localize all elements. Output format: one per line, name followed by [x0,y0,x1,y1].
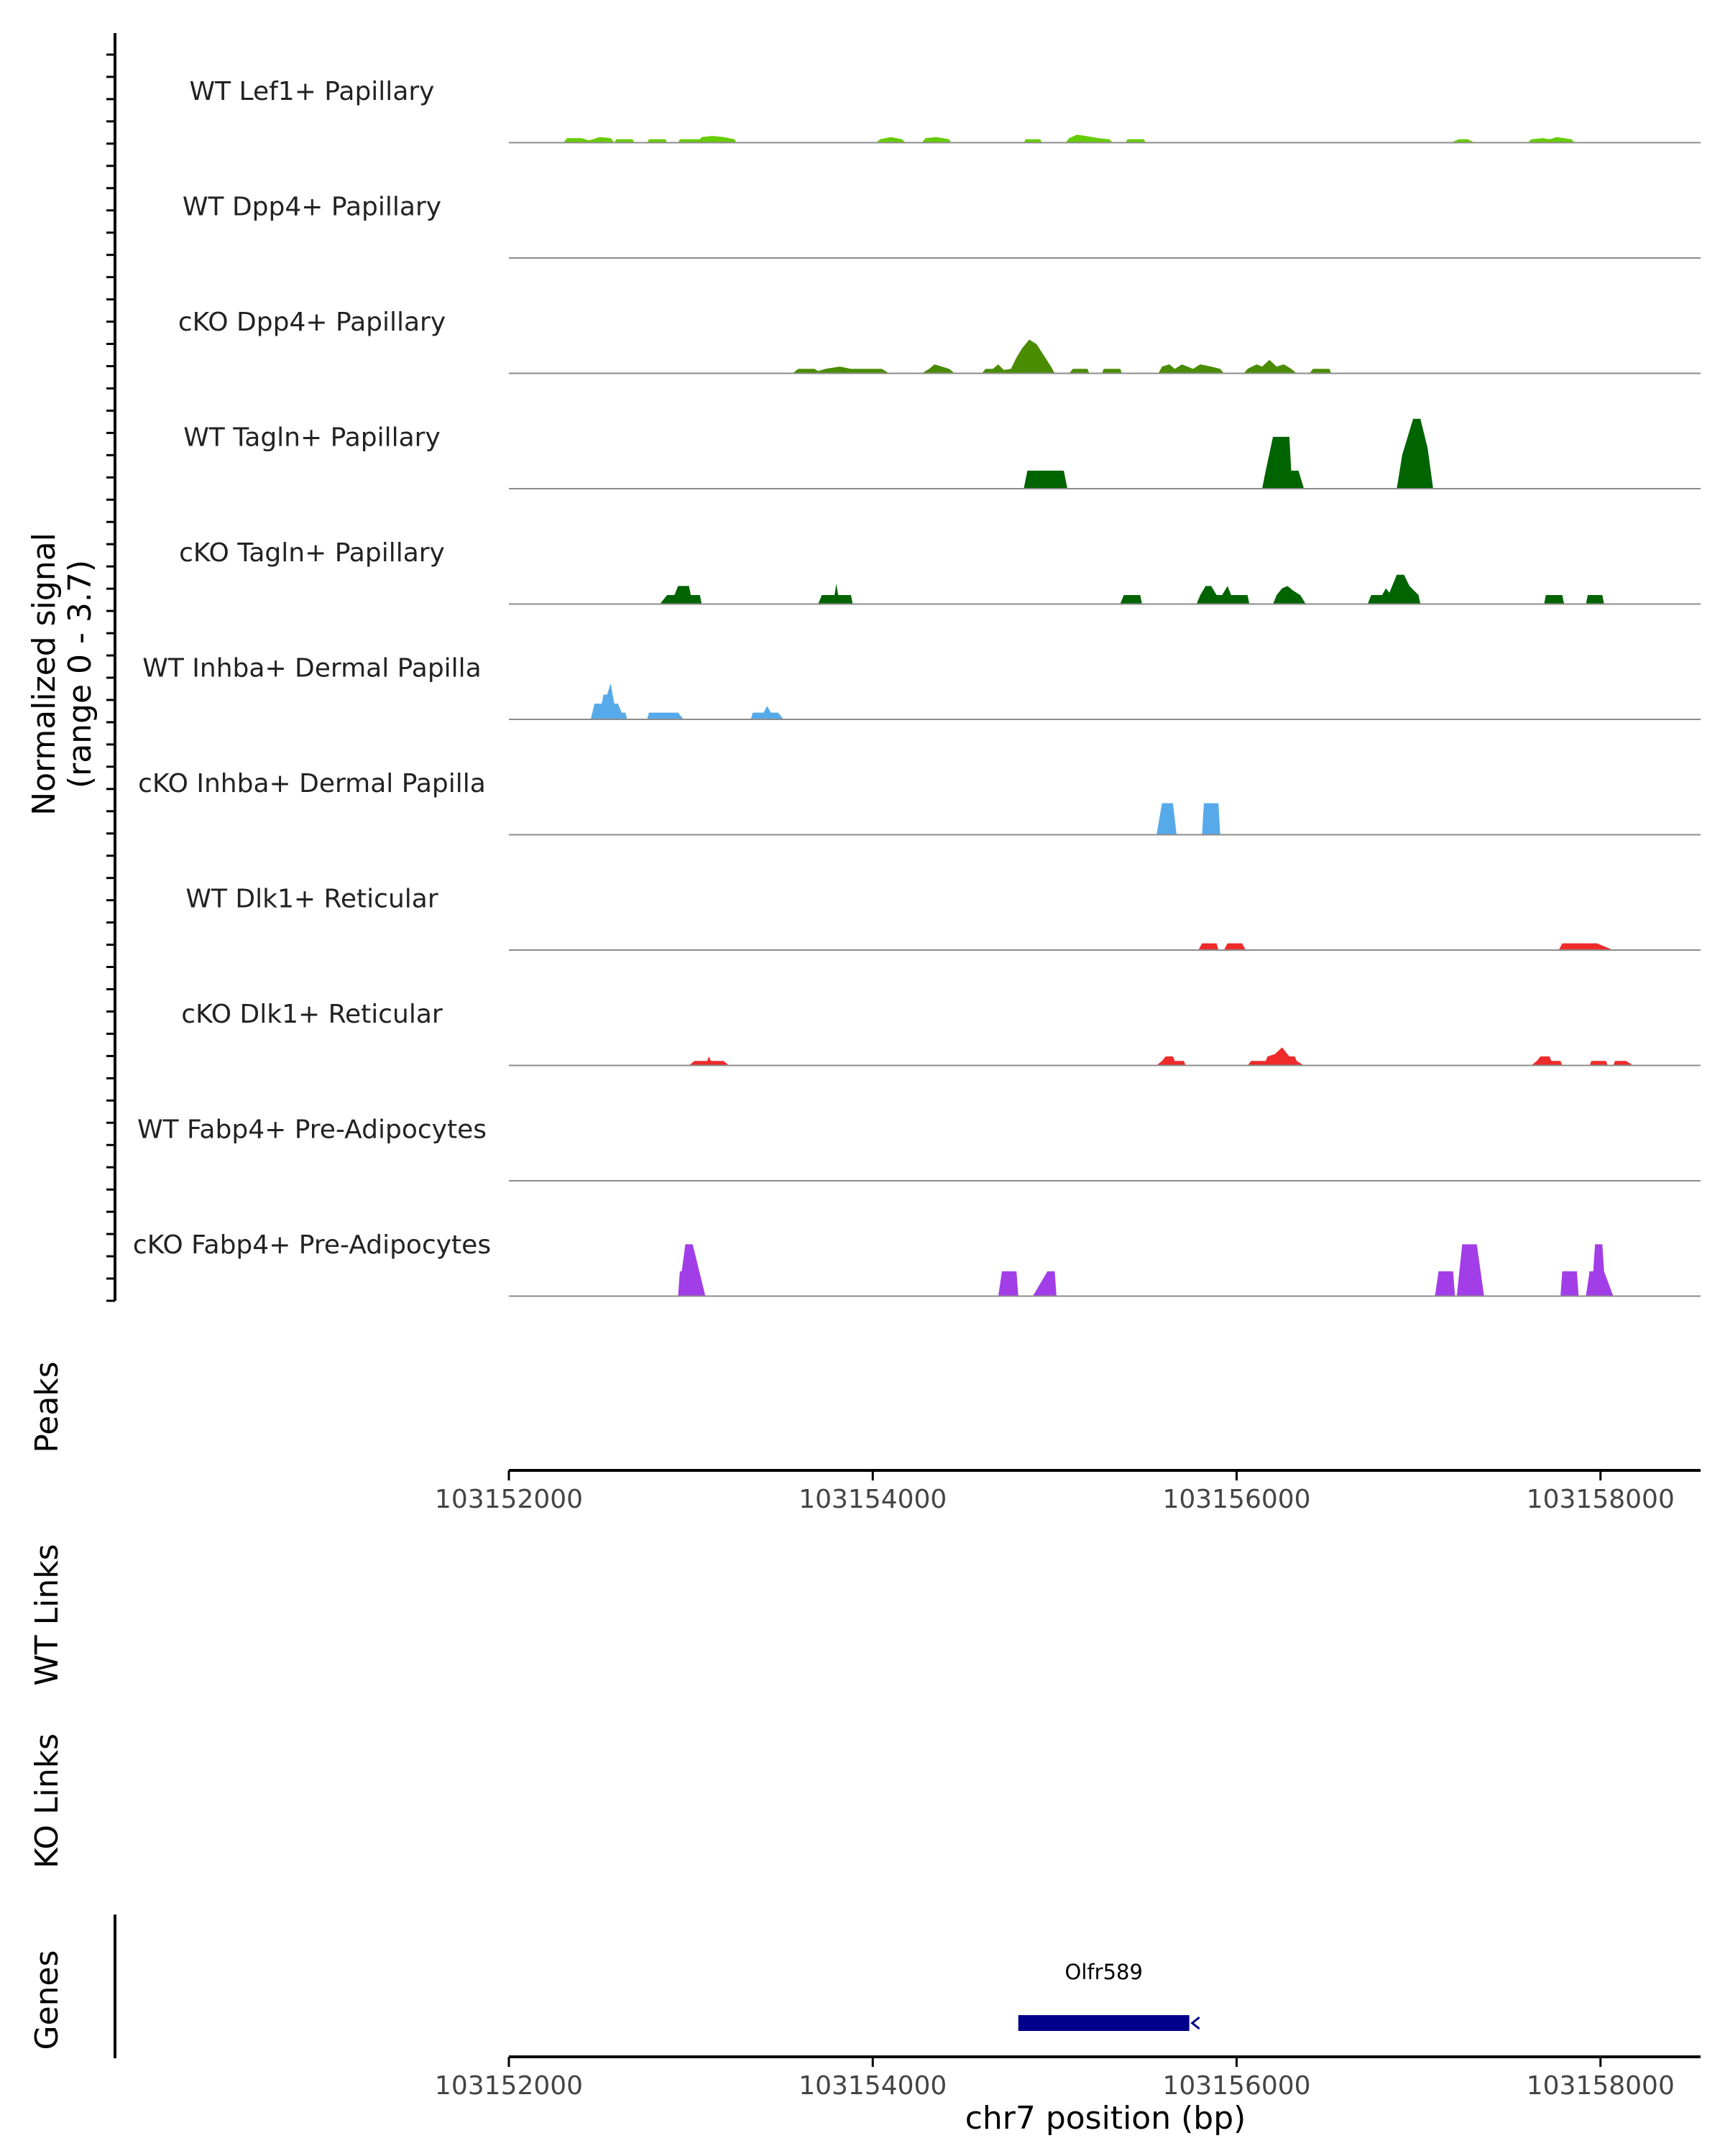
peaks-x-tick-label-3: 103156000 [1162,1485,1310,1514]
y-axis-title-line1: Normalized signal [26,533,63,816]
track-label-7: cKO Inhba+ Dermal Papilla [138,769,486,798]
track-signal-4 [1024,418,1433,489]
track-label-3: cKO Dpp4+ Papillary [178,308,446,337]
track-label-10: WT Fabp4+ Pre-Adipocytes [137,1115,487,1145]
track-label-8: WT Dlk1+ Reticular [185,885,438,914]
track-signal-5 [660,574,1604,604]
y-axis-title-line2: (range 0 - 3.7) [62,560,98,788]
gene-body-1 [1018,2015,1190,2031]
track-label-5: cKO Tagln+ Papillary [179,538,445,568]
track-signal-11 [678,1244,1614,1296]
track-signal-3 [792,339,1332,374]
x-axis-title: chr7 position (bp) [965,2100,1246,2137]
axes: 103152000 103154000 103156000 103158000 1031… [106,33,1701,2101]
peaks-x-tick-label-1: 103152000 [435,1485,583,1514]
track-label-2: WT Dpp4+ Papillary [183,193,441,222]
peaks-x-tick-label-4: 103158000 [1527,1485,1675,1514]
genes-x-tick-label-2: 103154000 [799,2071,947,2101]
gene-strand-arrow-1 [1190,2016,1200,2030]
genes-x-tick-label-4: 103158000 [1527,2071,1675,2101]
genes-x-tick-label-3: 103156000 [1162,2071,1310,2101]
track-label-11: cKO Fabp4+ Pre-Adipocytes [133,1230,491,1260]
track-label-6: WT Inhba+ Dermal Papilla [142,654,481,683]
peaks-x-tick-label-2: 103154000 [799,1485,947,1514]
genes-panel-label: Genes [29,1950,65,2050]
track-label-1: WT Lef1+ Papillary [190,77,435,106]
genes-x-tick-label-1: 103152000 [435,2071,583,2101]
track-label-4: WT Tagln+ Papillary [183,423,441,453]
track-signal-1 [563,134,1576,143]
ko-links-panel-label: KO Links [29,1733,65,1869]
track-signal-7 [1156,803,1220,835]
track-signal-9 [689,1047,1634,1066]
track-signal-8 [1198,943,1614,950]
track-signal-6 [590,683,784,719]
coverage-tracks: WT Lef1+ Papillary WT Dpp4+ Papillary cKO … [133,77,1701,1297]
wt-links-panel-label: WT Links [29,1544,65,1685]
gene-label-1: Olfr589 [1065,1960,1143,1984]
track-label-9: cKO Dlk1+ Reticular [181,1000,443,1029]
peaks-panel-label: Peaks [29,1361,65,1452]
